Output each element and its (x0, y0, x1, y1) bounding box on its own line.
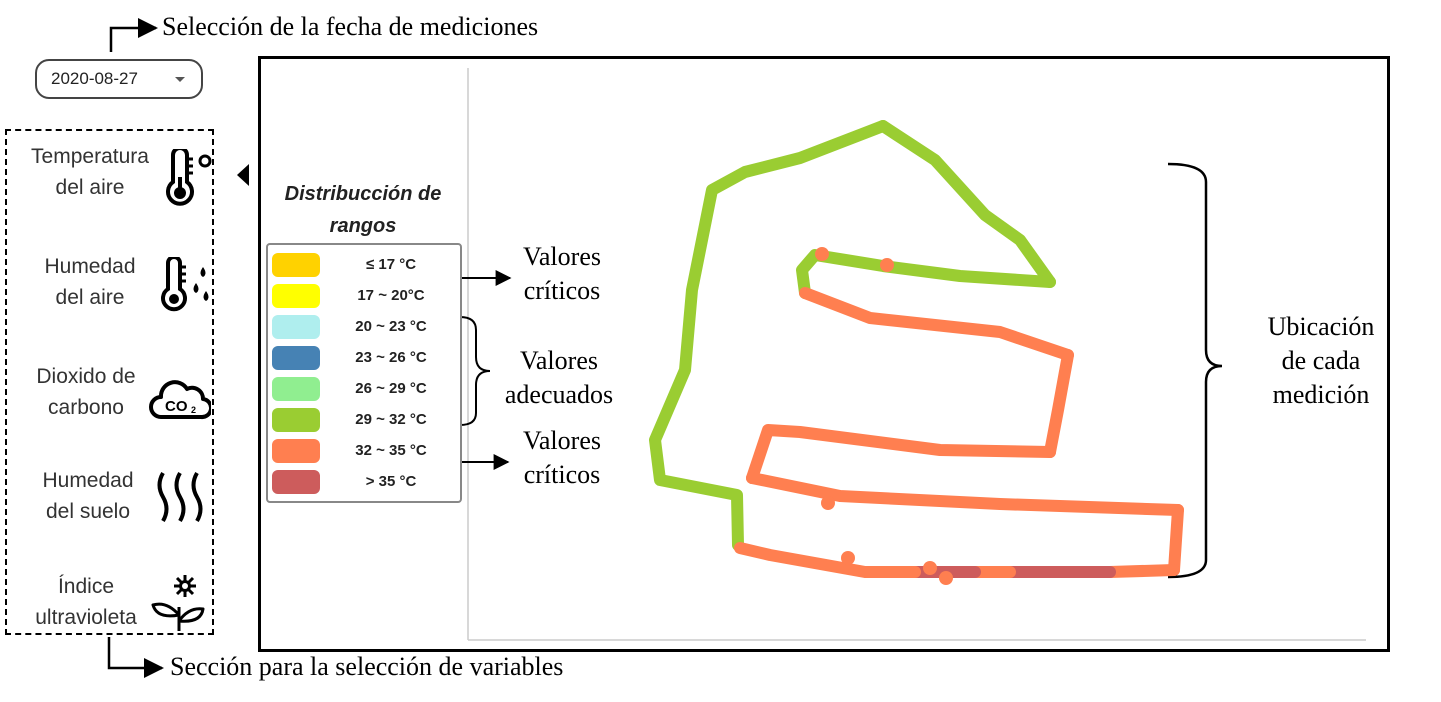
legend-label: 17 ~ 20°C (324, 287, 458, 304)
measurement-point (939, 571, 953, 585)
legend-title-line: Distribucción de (263, 178, 463, 210)
route-segment (752, 430, 1050, 478)
legend-swatch (272, 253, 320, 277)
legend-label: > 35 °C (324, 473, 458, 490)
legend: ≤ 17 °C 17 ~ 20°C 20 ~ 23 °C 23 ~ 26 °C … (266, 243, 462, 503)
route-segment (805, 293, 1068, 355)
location-annotation: Ubicación de cada medición (1250, 310, 1392, 412)
measurement-point (815, 247, 829, 261)
legend-label: 20 ~ 23 °C (324, 318, 458, 335)
legend-label: 32 ~ 35 °C (324, 442, 458, 459)
critical-values-annotation: Valores críticos (500, 424, 624, 492)
legend-item: 32 ~ 35 °C (272, 439, 458, 463)
measurement-point (880, 258, 894, 272)
legend-swatch (272, 284, 320, 308)
annotation-line: críticos (500, 458, 624, 492)
legend-label: 29 ~ 32 °C (324, 411, 458, 428)
legend-label: 26 ~ 29 °C (324, 380, 458, 397)
date-annotation-arrow (111, 28, 156, 52)
legend-item: ≤ 17 °C (272, 253, 458, 277)
annotation-line: Valores (500, 424, 624, 458)
legend-label: 23 ~ 26 °C (324, 349, 458, 366)
annotation-line: Valores (500, 240, 624, 274)
adequate-bracket (460, 317, 490, 425)
legend-label: ≤ 17 °C (324, 256, 458, 273)
legend-item: 17 ~ 20°C (272, 284, 458, 308)
measurement-point (841, 551, 855, 565)
route-segment (752, 478, 1178, 510)
route-segment (1050, 355, 1068, 452)
legend-swatch (272, 408, 320, 432)
legend-item: > 35 °C (272, 470, 458, 494)
critical-values-annotation: Valores críticos (500, 240, 624, 308)
route-segment (1174, 510, 1178, 570)
annotation-line: Ubicación (1250, 310, 1392, 344)
adequate-values-annotation: Valores adecuados (492, 344, 626, 412)
annotation-line: medición (1250, 378, 1392, 412)
legend-swatch (272, 470, 320, 494)
measurement-point (923, 561, 937, 575)
legend-item: 29 ~ 32 °C (272, 408, 458, 432)
variable-annotation-arrow (109, 637, 162, 668)
legend-item: 23 ~ 26 °C (272, 346, 458, 370)
legend-swatch (272, 377, 320, 401)
route-segment (740, 548, 915, 572)
annotation-line: adecuados (492, 378, 626, 412)
annotation-line: Valores (492, 344, 626, 378)
route-segment (1110, 570, 1174, 572)
annotation-line: críticos (500, 274, 624, 308)
legend-swatch (272, 315, 320, 339)
route-segment (883, 126, 1050, 282)
legend-item: 20 ~ 23 °C (272, 315, 458, 339)
annotation-line: de cada (1250, 344, 1392, 378)
legend-swatch (272, 346, 320, 370)
measurement-route (655, 126, 1178, 585)
legend-title: Distribucción de rangos (263, 178, 463, 242)
legend-item: 26 ~ 29 °C (272, 377, 458, 401)
legend-swatch (272, 439, 320, 463)
measurement-point (821, 496, 835, 510)
variable-section-annotation: Sección para la selección de variables (170, 652, 563, 682)
route-segment (802, 255, 1050, 293)
legend-title-line: rangos (263, 210, 463, 242)
